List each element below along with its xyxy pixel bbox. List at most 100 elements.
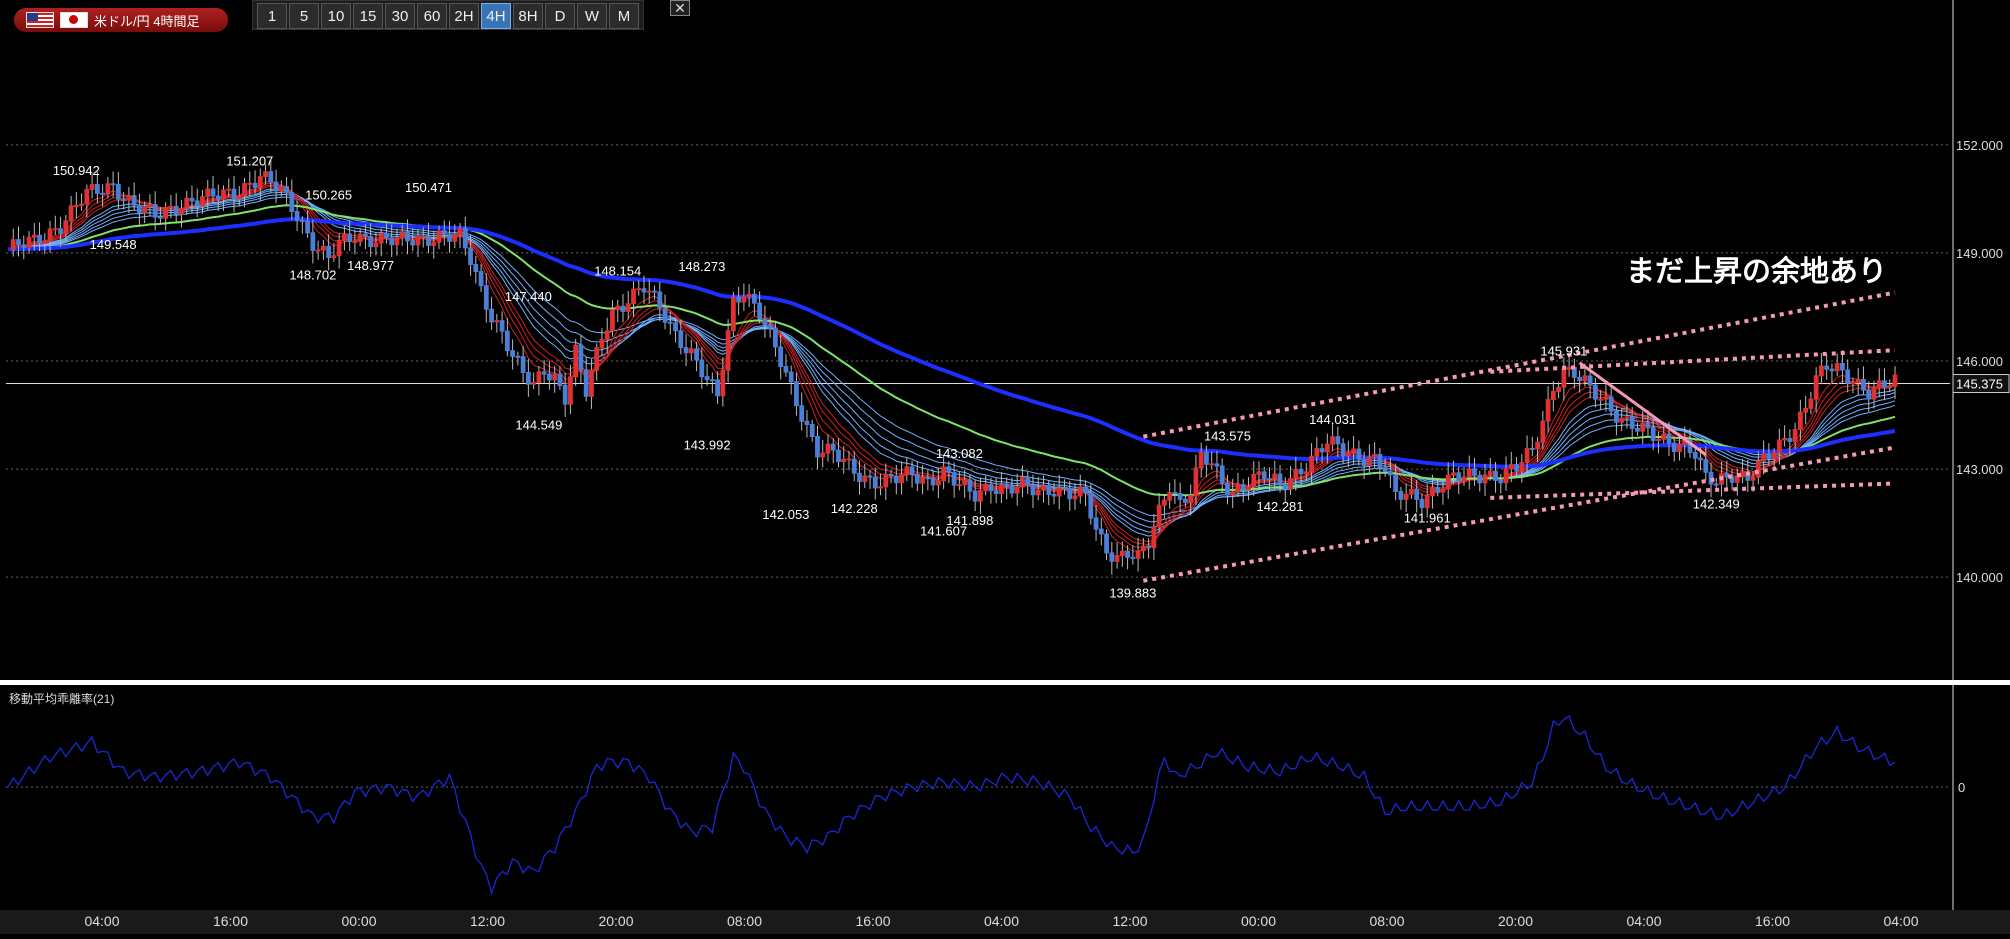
candle-body <box>457 227 463 236</box>
timeframe-button-1[interactable]: 1 <box>257 3 287 29</box>
candle <box>16 226 21 257</box>
candle <box>273 169 279 204</box>
candle-body <box>562 385 568 405</box>
candle-body <box>399 231 405 239</box>
candle <box>158 206 163 224</box>
candle <box>1692 448 1698 471</box>
candle <box>1188 484 1194 516</box>
candle <box>1056 474 1062 510</box>
candle <box>1277 465 1283 493</box>
candle-body <box>16 239 21 246</box>
candle-body <box>494 320 500 323</box>
candle <box>536 365 542 396</box>
candle <box>578 335 584 383</box>
candle-body <box>999 484 1004 495</box>
candle-body <box>1030 484 1036 496</box>
indicator-line <box>7 714 1896 896</box>
candle <box>1635 422 1640 436</box>
candle <box>909 460 915 488</box>
candle <box>1724 460 1730 489</box>
candle-body <box>1230 491 1236 496</box>
candle <box>1282 477 1288 502</box>
candle <box>1230 478 1236 509</box>
candle <box>1324 433 1330 464</box>
candle-body <box>625 303 631 312</box>
candle-body <box>483 285 489 310</box>
timeframe-button-5[interactable]: 5 <box>289 3 319 29</box>
candle-body <box>289 192 295 212</box>
candle-body <box>1156 504 1162 528</box>
timeframe-button-60[interactable]: 60 <box>417 3 447 29</box>
candle <box>1345 440 1351 468</box>
candle <box>1014 473 1020 506</box>
candle-body <box>631 288 636 305</box>
candle-body <box>1493 470 1498 481</box>
candle-body <box>757 302 763 320</box>
candle-body <box>1041 485 1046 491</box>
candle <box>1608 385 1614 417</box>
price-label: 147.440 <box>505 289 552 304</box>
candle <box>410 228 416 252</box>
candle-body <box>1319 448 1325 453</box>
candle <box>1167 482 1173 509</box>
x-tick-label: 04:00 <box>84 913 119 929</box>
timeframe-button-15[interactable]: 15 <box>353 3 383 29</box>
candle <box>1366 444 1372 474</box>
candle <box>179 200 184 228</box>
candle <box>326 234 332 271</box>
close-icon[interactable]: ✕ <box>670 0 690 16</box>
timeframe-button-10[interactable]: 10 <box>321 3 351 29</box>
candle-body <box>568 376 573 405</box>
timeframe-button-4h[interactable]: 4H <box>481 3 511 29</box>
candle-body <box>1424 495 1430 509</box>
candle-body <box>1277 473 1283 485</box>
candle-body <box>110 183 116 186</box>
candle-body <box>137 204 142 214</box>
candle-body <box>1871 387 1877 400</box>
candle-body <box>1403 493 1409 500</box>
candle-body <box>1435 487 1441 493</box>
candle <box>263 163 268 185</box>
candle <box>1198 442 1204 478</box>
candle-body <box>1755 460 1761 478</box>
candle-body <box>841 458 847 463</box>
candle <box>631 281 636 317</box>
candle-body <box>914 473 920 484</box>
candle-body <box>736 296 742 303</box>
candle <box>694 341 699 372</box>
candle <box>499 311 505 344</box>
candle-body <box>730 296 736 332</box>
timeframe-button-30[interactable]: 30 <box>385 3 415 29</box>
timeframe-button-8h[interactable]: 8H <box>513 3 543 29</box>
ma-short-line <box>7 182 1896 548</box>
candle-body <box>1167 492 1173 501</box>
candle-body <box>1330 436 1335 445</box>
candle <box>746 284 752 307</box>
candle-body <box>904 466 910 476</box>
ma-fan-line <box>7 188 1896 537</box>
candle <box>504 317 510 357</box>
candle <box>983 475 989 496</box>
candle-body <box>615 305 621 311</box>
candle-body <box>1524 447 1530 464</box>
indicator-title: 移動平均乖離率(21) <box>9 692 115 706</box>
timeframe-button-w[interactable]: W <box>577 3 607 29</box>
currency-pair-badge[interactable]: 米ドル/円 4時間足 <box>14 8 228 32</box>
candle <box>972 479 978 512</box>
candle-body <box>1440 488 1446 493</box>
candle <box>457 223 463 248</box>
candle-body <box>930 477 936 486</box>
candle-body <box>1409 489 1414 495</box>
candle-body <box>299 219 305 222</box>
timeframe-button-2h[interactable]: 2H <box>449 3 479 29</box>
candle-body <box>1608 396 1614 412</box>
candle <box>1461 467 1467 487</box>
timeframe-button-d[interactable]: D <box>545 3 575 29</box>
candle <box>1083 480 1088 507</box>
candle <box>1887 379 1893 393</box>
candle <box>252 170 258 194</box>
candle <box>10 228 16 257</box>
candle <box>1356 440 1362 466</box>
timeframe-button-m[interactable]: M <box>609 3 639 29</box>
